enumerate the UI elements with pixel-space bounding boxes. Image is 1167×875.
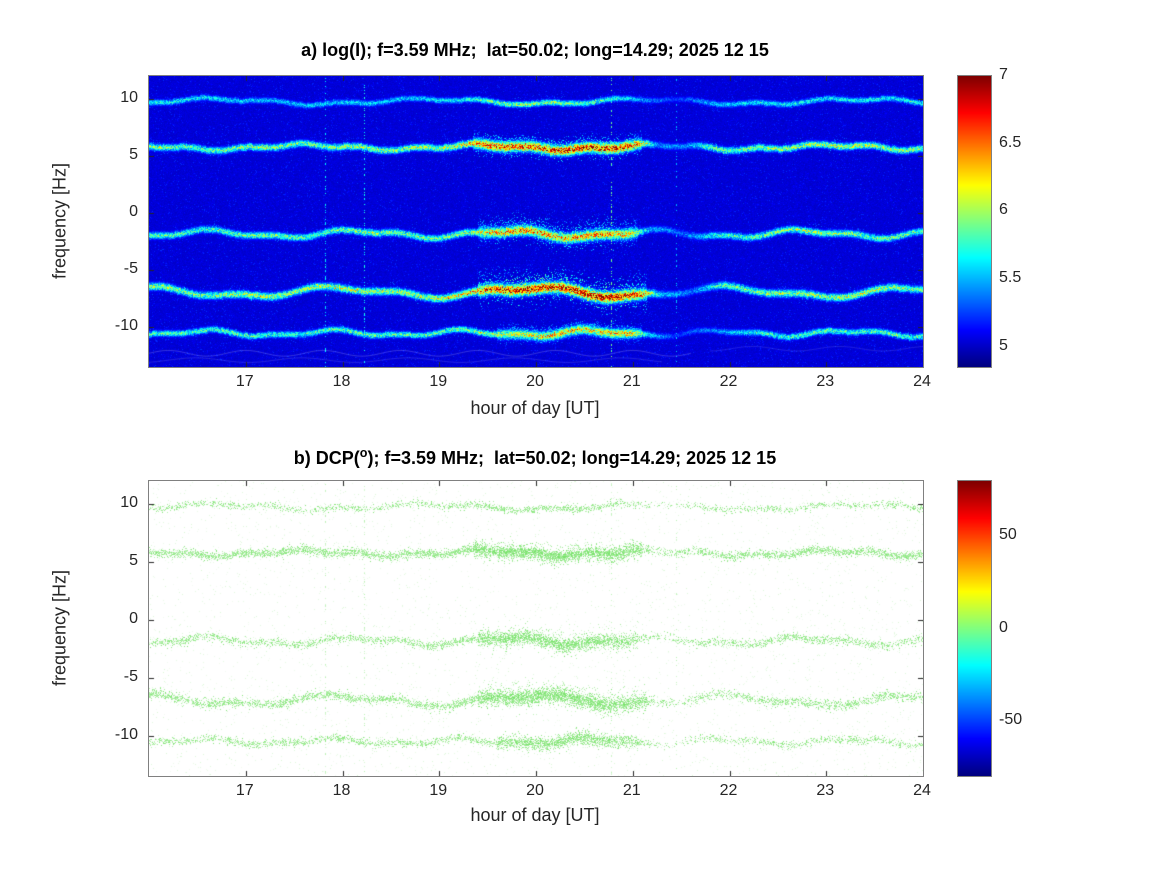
colorbar-b-canvas	[957, 480, 992, 777]
y-tick-label: -10	[114, 317, 138, 335]
y-tick-label: 0	[129, 202, 138, 220]
panel-b-title: b) DCP(o); f=3.59 MHz; lat=50.02; long=1…	[148, 446, 922, 469]
x-tick-label: 18	[332, 782, 351, 799]
x-tick-label: 21	[622, 782, 641, 799]
panel-a-xlabel: hour of day [UT]	[470, 398, 600, 418]
x-tick-label: 22	[719, 782, 738, 799]
colorbar-tick-label: 0	[999, 618, 1008, 636]
colorbar-tick-label: 5.5	[999, 269, 1022, 287]
y-tick-label: 10	[120, 494, 138, 512]
y-tick-label: -10	[114, 725, 138, 743]
y-tick-label: 5	[129, 145, 138, 163]
y-tick-label: -5	[123, 667, 138, 685]
x-tick-label: 23	[816, 782, 835, 799]
panel-b-xlabel: hour of day [UT]	[470, 805, 600, 825]
spectrogram-b-canvas	[148, 480, 924, 777]
colorbar-tick-label: 6	[999, 201, 1008, 219]
y-tick-label: -5	[123, 260, 138, 277]
x-tick-label: 20	[526, 782, 544, 799]
x-tick-label: 19	[429, 373, 448, 390]
x-tick-label: 21	[622, 373, 641, 390]
x-tick-label: 24	[913, 373, 931, 390]
colorbar-tick-label: 6.5	[999, 133, 1022, 151]
x-tick-label: 17	[235, 782, 254, 799]
panel-b-title-post: ); f=3.59 MHz; lat=50.02; long=14.29; 20…	[367, 448, 777, 468]
colorbar-a-canvas	[957, 75, 992, 368]
colorbar-tick-label: 7	[999, 66, 1008, 83]
colorbar-tick-label: 50	[999, 526, 1017, 544]
panel-a-title: a) log(I); f=3.59 MHz; lat=50.02; long=1…	[301, 40, 769, 60]
y-tick-label: 0	[129, 609, 138, 627]
x-tick-label: 18	[332, 373, 351, 390]
x-tick-label: 24	[913, 782, 931, 799]
colorbar-tick-label: 5	[999, 336, 1008, 354]
panel-b-title-pre: b) DCP(	[293, 448, 360, 468]
panel-b-ylabel: frequency [Hz]	[49, 569, 70, 686]
y-tick-label: 10	[120, 88, 138, 106]
x-tick-label: 20	[526, 373, 544, 390]
y-tick-label: 5	[129, 551, 138, 569]
x-tick-label: 17	[235, 373, 254, 390]
spectrogram-a-canvas	[148, 75, 924, 368]
x-tick-label: 23	[816, 373, 835, 390]
panel-b-title-sup: o	[359, 446, 368, 460]
x-tick-label: 19	[429, 782, 448, 799]
colorbar-tick-label: -50	[999, 710, 1023, 728]
x-tick-label: 22	[719, 373, 738, 390]
